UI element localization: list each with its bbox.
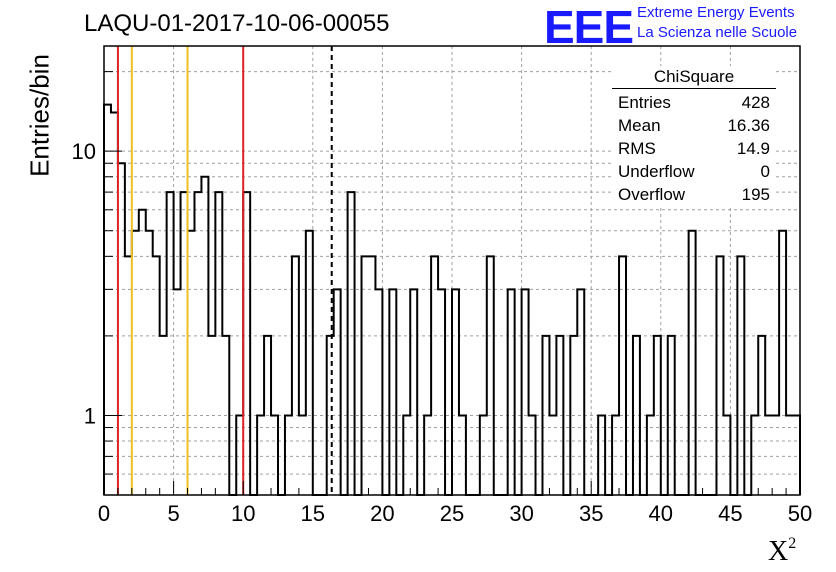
y-axis-label: Entries/bin (24, 54, 55, 177)
histogram-bar (153, 256, 160, 495)
histogram-bar (299, 415, 306, 495)
x-tick-label: 45 (718, 501, 742, 526)
histogram-bar (452, 289, 459, 495)
histogram-bar (285, 415, 292, 495)
stats-box: ChiSquare Entries 428 Mean 16.36 RMS 14.9 U… (612, 66, 776, 206)
histogram-bar (758, 336, 765, 495)
histogram-bar (236, 415, 243, 495)
histogram-bar (723, 415, 730, 495)
stats-row-underflow: Underflow 0 (618, 162, 770, 181)
histogram-bar (522, 289, 529, 495)
histogram-bar (167, 192, 174, 495)
histogram-bar (201, 177, 208, 495)
stats-header: ChiSquare (653, 67, 735, 86)
histogram-bar (410, 289, 417, 495)
histogram-bar (348, 192, 355, 495)
histogram-bar (633, 336, 640, 495)
histogram-bar (751, 415, 758, 495)
histogram-bar (542, 336, 549, 495)
x-tick-label: 20 (370, 501, 394, 526)
histogram-bar (779, 231, 786, 495)
histogram-bar (619, 256, 626, 495)
histogram-bar (375, 289, 382, 495)
histogram-bar (765, 415, 772, 495)
histogram-bar (188, 231, 195, 495)
histogram-bar (689, 231, 696, 495)
histogram-bar (160, 336, 167, 495)
x-tick-label: 10 (231, 501, 255, 526)
stats-row-rms: RMS 14.9 (618, 139, 770, 158)
histogram-bar (334, 289, 341, 495)
histogram-bar (181, 192, 188, 495)
histogram-bar (139, 210, 146, 495)
histogram-bar (257, 415, 264, 495)
stats-row-mean: Mean 16.36 (618, 116, 770, 135)
histogram-bar (264, 336, 271, 495)
histogram-bar (368, 256, 375, 495)
histogram-bar (389, 289, 396, 495)
histogram-bar (208, 336, 215, 495)
histogram-bar (271, 415, 278, 495)
x-tick-label: 5 (167, 501, 179, 526)
histogram-bar (215, 192, 222, 495)
histogram-bar (487, 256, 494, 495)
histogram-bar (174, 289, 181, 495)
histogram-bar (424, 415, 431, 495)
histogram-bar (577, 289, 584, 495)
x-tick-label: 50 (788, 501, 812, 526)
histogram-bar (508, 289, 515, 495)
histogram-bar (793, 415, 800, 495)
histogram-bar (556, 336, 563, 495)
x-tick-label: 30 (509, 501, 533, 526)
histogram-bar (403, 415, 410, 495)
histogram-bar (222, 336, 229, 495)
histogram-bar (306, 231, 313, 495)
logo-text-line1: Extreme Energy Events (637, 4, 795, 21)
histogram-bar (459, 415, 466, 495)
stats-row-entries: Entries 428 (618, 93, 770, 112)
x-axis-label: X2 (768, 535, 797, 567)
y-tick-label: 1 (84, 403, 96, 428)
histogram-bar (125, 256, 132, 495)
histogram-bar (243, 192, 250, 495)
histogram-bar (292, 256, 299, 495)
histogram-bar (570, 336, 577, 495)
histogram-bar (480, 415, 487, 495)
eee-logo: EEE (544, 1, 634, 53)
logo-text-line2: La Scienza nelle Scuole (637, 24, 798, 41)
histogram-series (103, 103, 801, 496)
histogram-bar (716, 256, 723, 495)
histogram-bar (786, 415, 793, 495)
histogram-bar (118, 163, 125, 495)
stats-divider (612, 88, 776, 89)
histogram-bar (146, 231, 153, 495)
histogram-bar (668, 336, 675, 495)
histogram-bar (549, 415, 556, 495)
histogram-bar (438, 289, 445, 495)
x-tick-label: 0 (98, 501, 110, 526)
histogram-bar (529, 415, 536, 495)
histogram-bar (772, 415, 779, 495)
histogram-bar (431, 256, 438, 495)
histogram-bar (612, 415, 619, 495)
stats-row-overflow: Overflow 195 (618, 185, 770, 204)
histogram-bar (132, 231, 139, 495)
histogram-bar (111, 113, 118, 495)
histogram-bar (194, 192, 201, 495)
histogram-bar (647, 415, 654, 495)
y-tick-label: 10 (72, 139, 96, 164)
x-tick-label: 40 (649, 501, 673, 526)
histogram-bar (598, 415, 605, 495)
x-tick-label: 25 (440, 501, 464, 526)
histogram-bar (362, 256, 369, 495)
x-tick-label: 35 (579, 501, 603, 526)
histogram-bar (737, 256, 744, 495)
histogram-bar (654, 336, 661, 495)
x-tick-label: 15 (301, 501, 325, 526)
chart-title: LAQU-01-2017-10-06-00055 (84, 10, 390, 37)
